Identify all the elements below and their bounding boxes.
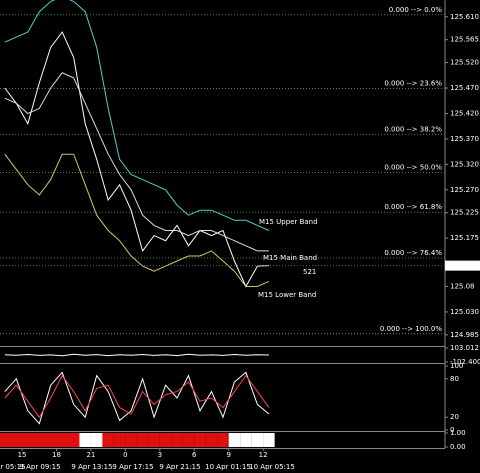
- y-tick-label: 0: [450, 426, 454, 434]
- y-tick-label: 80: [450, 375, 459, 383]
- time-label: 10 Apr 01:15: [205, 463, 251, 471]
- series-line: [4, 153, 270, 287]
- bar: [194, 433, 206, 447]
- fib-label: 0.000 --> 50.0%: [384, 164, 442, 172]
- y-tick-label: 0.00: [450, 443, 466, 451]
- series-label: M15 Main Band: [263, 254, 317, 262]
- time-label: 9 Apr 21:15: [159, 463, 200, 471]
- y-tick-label: 125.030: [450, 308, 479, 316]
- bar: [67, 433, 80, 447]
- y-tick-label: 103.0121: [450, 344, 480, 352]
- bar: [217, 433, 229, 447]
- y-tick-label: 20: [450, 413, 459, 421]
- bar: [159, 433, 172, 447]
- bar: [33, 433, 46, 447]
- bar: [113, 433, 126, 447]
- time-label: 9 Apr 13:15: [71, 463, 112, 471]
- y-tick-label: 125.420: [450, 109, 479, 117]
- current-price-label: 125.121: [448, 262, 477, 270]
- y-tick-label: 125.175: [450, 234, 479, 242]
- y-tick-label: 125.08: [450, 282, 475, 290]
- x-tick-label: 0: [123, 451, 127, 459]
- x-tick-label: 15: [18, 451, 27, 459]
- series-line: [4, 371, 270, 425]
- x-tick-label: 9: [226, 451, 230, 459]
- series-line: [4, 374, 270, 419]
- current-price-box: [445, 260, 480, 271]
- series-line: [4, 72, 269, 252]
- bar: [45, 433, 57, 447]
- time-label: 9 Apr 09:15: [19, 463, 60, 471]
- bar: [79, 433, 91, 447]
- fib-label: 0.000 --> 76.4%: [384, 249, 442, 257]
- bar: [22, 433, 34, 447]
- y-tick-label: -102.4006: [450, 358, 480, 366]
- time-label: 9 Apr 05:15: [0, 463, 26, 471]
- annotation: 521: [303, 268, 316, 276]
- x-tick-label: 3: [158, 451, 162, 459]
- series-label: M15 Lower Band: [258, 291, 316, 299]
- bar: [263, 433, 275, 447]
- fib-label: 0.000 --> 23.6%: [384, 80, 442, 88]
- y-tick-label: 125.270: [450, 186, 479, 194]
- bar: [125, 433, 137, 447]
- y-tick-label: 125.565: [450, 36, 479, 44]
- bar: [90, 433, 103, 447]
- x-tick-label: 21: [86, 451, 95, 459]
- x-tick-label: 18: [52, 451, 61, 459]
- bar: [251, 433, 264, 447]
- y-tick-label: 125.470: [450, 84, 479, 92]
- x-tick-label: 12: [259, 451, 268, 459]
- bar: [148, 433, 160, 447]
- fib-label: 0.000 --> 0.0%: [389, 6, 443, 14]
- bar: [136, 433, 149, 447]
- fib-label: 0.000 --> 38.2%: [384, 125, 442, 133]
- bar: [228, 433, 241, 447]
- y-tick-label: 125.520: [450, 59, 479, 67]
- y-tick-label: 1.00: [450, 429, 466, 437]
- y-tick-label: 125.370: [450, 135, 479, 143]
- bar: [205, 433, 218, 447]
- bar: [10, 433, 23, 447]
- bar: [56, 433, 68, 447]
- bar: [182, 433, 195, 447]
- x-tick-label: 6: [192, 451, 197, 459]
- series-line: [4, 353, 269, 357]
- bar: [240, 433, 252, 447]
- fib-label: 0.000 --> 100.0%: [380, 325, 442, 333]
- y-tick-label: 124.985: [450, 331, 479, 339]
- bar: [102, 433, 114, 447]
- time-label: 10 Apr 05:15: [249, 463, 295, 471]
- fib-label: 0.000 --> 61.8%: [384, 203, 442, 211]
- time-label: 9 Apr 17:15: [112, 463, 153, 471]
- series-line: [4, 0, 270, 231]
- y-tick-label: 125.320: [450, 160, 479, 168]
- bar: [171, 433, 183, 447]
- bar: [0, 433, 11, 447]
- series-line: [4, 31, 269, 288]
- series-label: M15 Upper Band: [259, 218, 318, 226]
- y-tick-label: 125.610: [450, 13, 479, 21]
- y-tick-label: 100: [450, 362, 463, 370]
- y-tick-label: 125.225: [450, 209, 479, 217]
